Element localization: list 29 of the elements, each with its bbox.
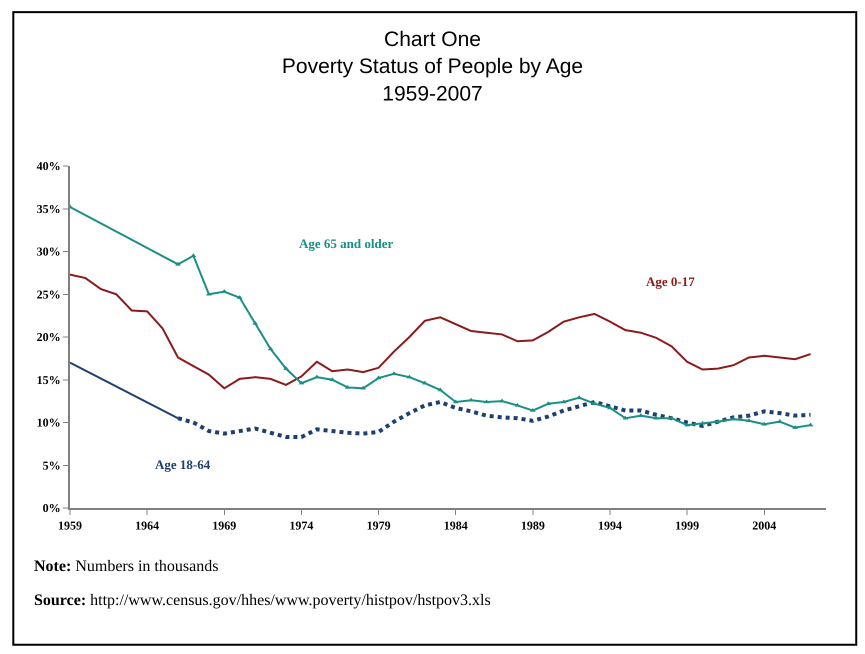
y-tick-label: 20% [36,330,61,344]
text: Age 65 and older [299,236,394,251]
y-tick-label: 0% [42,501,61,516]
x-tick-label: 1964 [135,518,160,532]
y-tick-label: 15% [36,372,61,387]
x-tick-label: 1989 [520,518,545,532]
source-note: Source: http://www.census.gov/hhes/www.poverty/histpov/hstpov3.xls [34,592,491,609]
x-tick-label: 1979 [366,518,391,532]
text: Note: Numbers in thousands [34,558,218,575]
point [175,262,181,266]
line-series [70,274,812,390]
x-tick-label: 2004 [752,518,776,532]
y-tick-label: 30% [36,244,61,259]
series-label: Age 18-64 [155,457,211,472]
point [190,253,196,258]
x-tick-label: 1984 [444,518,468,532]
y-tick-label: 10% [36,416,61,430]
y-tick-label: 5% [42,458,61,472]
x-tick-label: 1974 [289,518,314,532]
y-tick-label: 35% [36,202,61,216]
chart-title: Chart One Poverty Status of People by Age 1959-2007 [282,28,584,106]
y-tick-label: 25% [36,287,61,302]
x-tick-label: 1994 [598,518,622,532]
x-tick-label: 1959 [58,518,82,532]
y-tick-label: 40% [36,159,61,174]
x-tick-label: 1969 [212,518,236,532]
point [700,420,706,425]
x-tick-label: 1999 [675,518,700,532]
text: Age 0-17 [646,274,696,289]
